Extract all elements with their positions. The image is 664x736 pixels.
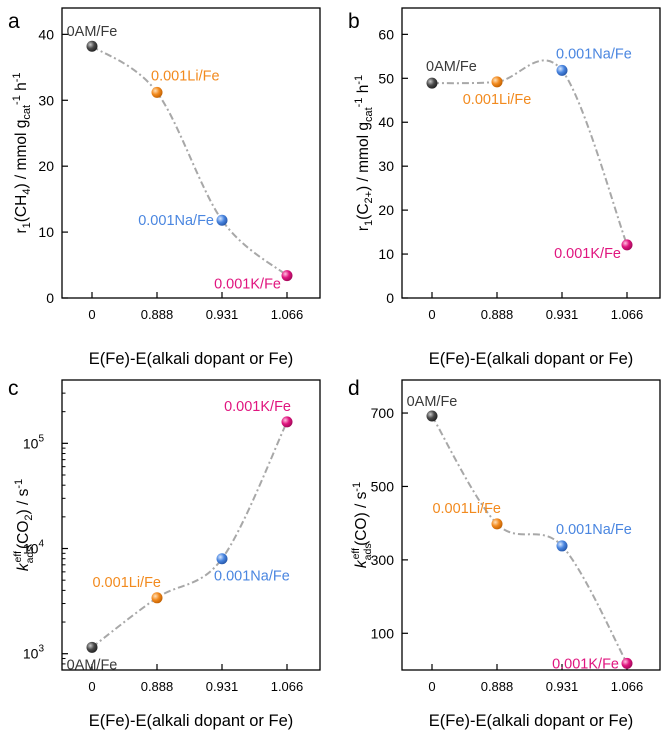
panel-c-point-0 — [86, 641, 98, 653]
panel-b-ytick-label: 20 — [378, 202, 394, 218]
panel-a-xlabel: E(Fe)-E(alkali dopant or Fe) — [89, 350, 294, 368]
panel-b-frame — [401, 7, 661, 299]
panel-letter-a: a — [8, 10, 20, 33]
panel-a-point-label-2: 0.001Na/Fe — [138, 213, 214, 229]
panel-d-point-label-1: 0.001Li/Fe — [432, 501, 501, 517]
panel-a-point-3 — [281, 270, 293, 282]
panel-c-point-3 — [281, 416, 293, 428]
panel-a-frame — [61, 7, 321, 299]
panel-b-point-label-0: 0AM/Fe — [426, 59, 477, 75]
panel-a-point-label-1: 0.001Li/Fe — [151, 68, 220, 84]
panel-c-ytick-label: 104 — [23, 539, 45, 557]
panel-d-guide-curve — [431, 415, 628, 664]
panel-a-point-0 — [86, 40, 98, 52]
panel-a-point-1 — [151, 86, 163, 98]
panel-b-xtick-label: 0.931 — [546, 307, 579, 322]
panel-b-point-label-1: 0.001Li/Fe — [463, 92, 532, 108]
panel-c-point-label-0: 0AM/Fe — [67, 657, 118, 673]
panel-b-point-label-2: 0.001Na/Fe — [556, 46, 632, 62]
panel-c-ylabel: kadseff(CO2) / s-1 — [12, 479, 36, 571]
panel-b-point-2 — [556, 64, 568, 76]
panel-d-xtick-label: 0.931 — [546, 679, 579, 694]
panel-d-ytick-label: 300 — [371, 552, 395, 568]
panel-c-ytick-label: 105 — [23, 433, 45, 451]
panel-a-ytick-label: 30 — [38, 92, 54, 108]
panel-c-xtick-label: 0.931 — [206, 679, 239, 694]
panel-a-point-2 — [216, 214, 228, 226]
panel-b-xtick-label: 0.888 — [481, 307, 514, 322]
panel-c-frame — [61, 379, 321, 671]
panel-a-xtick-label: 1.066 — [271, 307, 304, 322]
panel-b-ytick-label: 30 — [378, 158, 394, 174]
panel-a-point-label-3: 0.001K/Fe — [214, 277, 281, 293]
panel-c-point-label-2: 0.001Na/Fe — [214, 569, 290, 585]
panel-c-xtick-label: 1.066 — [271, 679, 304, 694]
panel-d-point-label-0: 0AM/Fe — [407, 394, 458, 410]
panel-c-ytick-label: 103 — [23, 644, 45, 662]
panel-a-guide-curve — [91, 45, 288, 277]
panel-d-ylabel: kadseff(CO) / s-1 — [350, 482, 374, 568]
panel-d-frame — [401, 379, 661, 671]
panel-a-ytick-label: 0 — [46, 290, 54, 306]
panel-b-xtick-label: 1.066 — [611, 307, 644, 322]
panel-b-ylabel: r1(C2+) / mmol gcat-1 h-1 — [353, 75, 375, 231]
panel-a-ytick-label: 10 — [38, 224, 54, 240]
panel-b-guide-curve — [431, 59, 628, 246]
panel-c-xtick-label: 0 — [88, 679, 95, 694]
panel-d-point-label-3: 0.001K/Fe — [552, 656, 619, 672]
panel-d-point-label-2: 0.001Na/Fe — [556, 522, 632, 538]
panel-c-point-label-1: 0.001Li/Fe — [92, 575, 161, 591]
panel-a-ytick-label: 40 — [38, 26, 54, 42]
panel-a-xtick-label: 0 — [88, 307, 95, 322]
panel-d-xlabel: E(Fe)-E(alkali dopant or Fe) — [429, 712, 634, 730]
panel-letter-c: c — [8, 377, 19, 400]
panel-c: E(Fe)-E(alkali dopant or Fe) kadseff(CO2… — [12, 379, 321, 730]
panel-b-xtick-label: 0 — [428, 307, 435, 322]
panel-a-point-label-0: 0AM/Fe — [67, 24, 118, 40]
panel-d-point-2 — [556, 540, 568, 552]
panel-b-point-0 — [426, 77, 438, 89]
panel-d-xtick-label: 0.888 — [481, 679, 514, 694]
panel-d-xtick-label: 0 — [428, 679, 435, 694]
panel-b-point-label-3: 0.001K/Fe — [554, 246, 621, 262]
panel-letter-d: d — [348, 377, 360, 400]
panel-d-point-0 — [426, 410, 438, 422]
panel-b-ytick-label: 40 — [378, 114, 394, 130]
panel-d-ytick-label: 700 — [371, 405, 395, 421]
panel-b-xlabel: E(Fe)-E(alkali dopant or Fe) — [429, 350, 634, 368]
panel-a-ylabel: r1(CH4) / mmol gcat-1 h-1 — [11, 72, 33, 233]
panel-d-xtick-label: 1.066 — [611, 679, 644, 694]
panel-a-xtick-label: 0.931 — [206, 307, 239, 322]
panel-c-point-1 — [151, 592, 163, 604]
panel-c-point-2 — [216, 553, 228, 565]
panel-b-point-1 — [491, 76, 503, 88]
panel-b-ytick-label: 60 — [378, 26, 394, 42]
panel-d-point-1 — [491, 518, 503, 530]
panel-c-guide-curve — [91, 421, 288, 649]
panel-b-ytick-label: 10 — [378, 246, 394, 262]
panel-d-ytick-label: 500 — [371, 478, 395, 494]
panel-d: E(Fe)-E(alkali dopant or Fe) kadseff(CO)… — [350, 379, 661, 730]
panel-b-point-3 — [621, 239, 633, 251]
panel-c-point-label-3: 0.001K/Fe — [224, 399, 291, 415]
panel-a: E(Fe)-E(alkali dopant or Fe) r1(CH4) / m… — [11, 7, 321, 368]
panel-b-ytick-label: 50 — [378, 70, 394, 86]
panel-d-ytick-label: 100 — [371, 625, 395, 641]
panel-letter-b: b — [348, 10, 360, 33]
panel-a-ytick-label: 20 — [38, 158, 54, 174]
panel-a-xtick-label: 0.888 — [141, 307, 174, 322]
panel-b: E(Fe)-E(alkali dopant or Fe) r1(C2+) / m… — [353, 7, 661, 368]
panel-d-point-3 — [621, 657, 633, 669]
panel-b-ytick-label: 0 — [386, 290, 394, 306]
panel-c-xlabel: E(Fe)-E(alkali dopant or Fe) — [89, 712, 294, 730]
panel-c-xtick-label: 0.888 — [141, 679, 174, 694]
